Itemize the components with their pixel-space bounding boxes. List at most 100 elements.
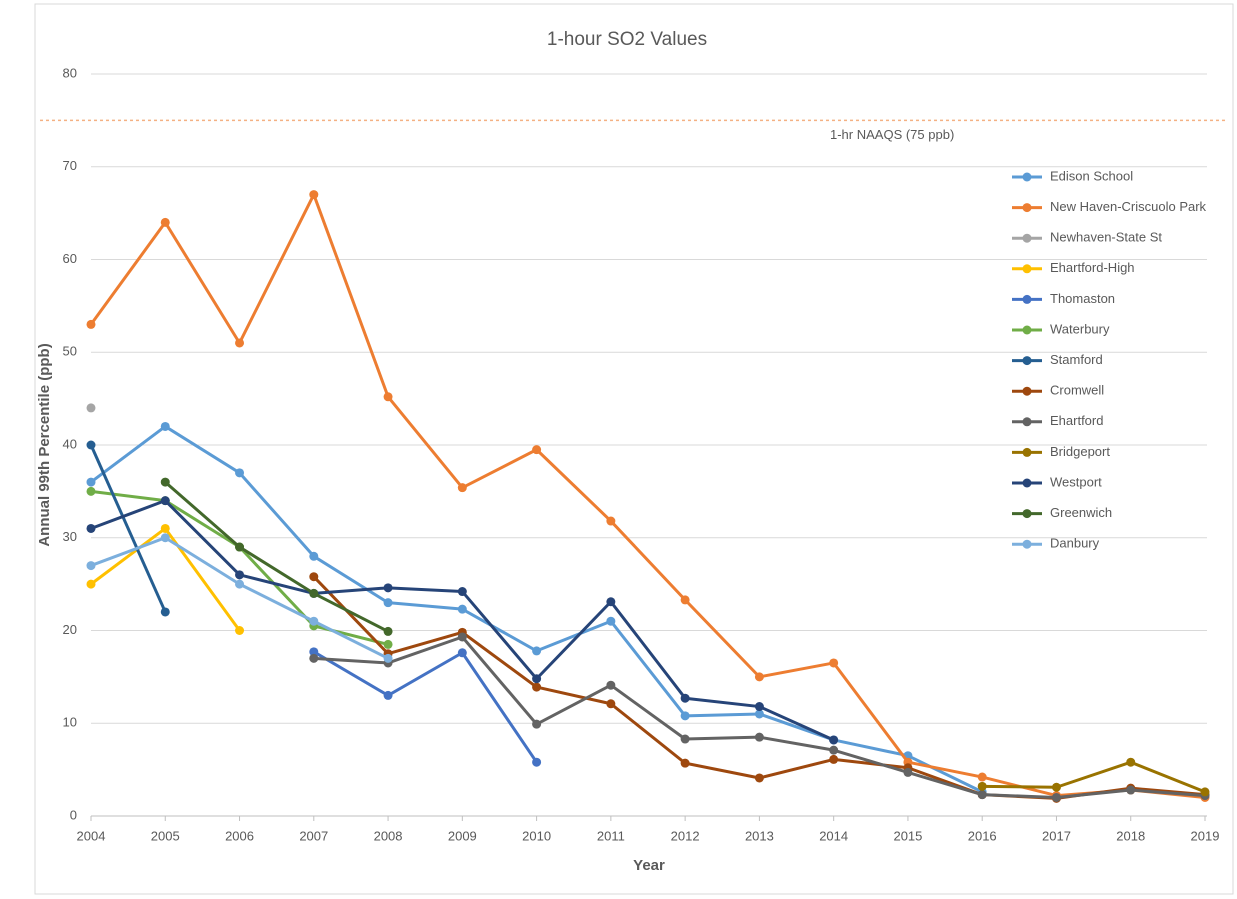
- data-point: [86, 579, 96, 589]
- data-point: [903, 767, 913, 777]
- series-line: [89, 444, 167, 613]
- data-point: [457, 604, 467, 614]
- data-point: [160, 496, 170, 506]
- data-point: [754, 732, 764, 742]
- x-tick-label: 2007: [299, 828, 328, 843]
- data-point: [86, 319, 96, 329]
- data-point: [383, 583, 393, 593]
- chart-border: [34, 3, 1234, 895]
- data-point: [309, 588, 319, 598]
- data-point: [977, 790, 987, 800]
- chart-title: 1-hour SO2 Values: [547, 29, 707, 50]
- y-tick-label: 40: [63, 436, 77, 451]
- data-point: [160, 607, 170, 617]
- data-point: [1051, 782, 1061, 792]
- data-point: [532, 445, 542, 455]
- data-point: [383, 626, 393, 636]
- x-tick-label: 2004: [77, 828, 106, 843]
- data-point: [86, 403, 96, 413]
- data-point: [1126, 785, 1136, 795]
- data-point: [235, 570, 245, 580]
- data-point: [829, 735, 839, 745]
- data-point: [309, 647, 319, 657]
- legend-marker: [1022, 478, 1032, 488]
- data-point: [606, 616, 616, 626]
- legend-label: Newhaven-State St: [1050, 230, 1162, 245]
- data-point: [457, 632, 467, 642]
- y-tick-label: 70: [63, 158, 77, 173]
- legend-marker: [1022, 417, 1032, 427]
- x-tick-label: 2016: [968, 828, 997, 843]
- x-tick-label: 2014: [819, 828, 848, 843]
- data-point: [1051, 792, 1061, 802]
- data-point: [532, 719, 542, 729]
- data-point: [86, 561, 96, 571]
- series-line: [164, 480, 389, 633]
- data-point: [754, 709, 764, 719]
- data-point: [160, 523, 170, 533]
- data-point: [532, 682, 542, 692]
- data-point: [977, 772, 987, 782]
- x-tick-label: 2011: [597, 828, 625, 843]
- data-point: [680, 711, 690, 721]
- data-point: [235, 542, 245, 552]
- data-point: [383, 598, 393, 608]
- y-tick-label: 30: [63, 529, 77, 544]
- data-point: [309, 572, 319, 582]
- x-tick-label: 2018: [1116, 828, 1145, 843]
- x-axis-title: Year: [633, 857, 665, 874]
- x-tick-label: 2006: [225, 828, 254, 843]
- series-line: [982, 760, 1206, 794]
- data-point: [383, 653, 393, 663]
- data-point: [383, 639, 393, 649]
- data-point: [680, 693, 690, 703]
- legend-label: Bridgeport: [1050, 444, 1110, 459]
- data-point: [532, 674, 542, 684]
- y-tick-label: 0: [70, 807, 77, 822]
- data-point: [160, 533, 170, 543]
- data-point: [309, 653, 319, 663]
- legend-marker: [1022, 233, 1032, 243]
- legend-label: Westport: [1050, 474, 1102, 489]
- data-point: [86, 523, 96, 533]
- y-tick-label: 10: [63, 715, 77, 730]
- data-point: [606, 597, 616, 607]
- y-tick-label: 20: [63, 622, 77, 637]
- reference-label: 1-hr NAAQS (75 ppb): [830, 127, 954, 142]
- data-point: [1126, 757, 1136, 767]
- data-point: [457, 483, 467, 493]
- data-point: [606, 516, 616, 526]
- data-point: [86, 440, 96, 450]
- data-point: [235, 626, 245, 635]
- data-point: [606, 699, 616, 709]
- data-point: [160, 477, 170, 487]
- data-point: [309, 616, 319, 626]
- data-point: [829, 658, 839, 668]
- x-tick-label: 2009: [448, 828, 477, 843]
- legend-marker: [1022, 203, 1032, 213]
- data-point: [383, 690, 393, 700]
- legend-label: Stamford: [1050, 352, 1103, 367]
- data-point: [235, 338, 245, 348]
- data-point: [680, 758, 690, 768]
- x-tick-label: 2017: [1042, 828, 1071, 843]
- legend-marker: [1022, 386, 1032, 396]
- data-point: [235, 579, 245, 589]
- y-axis-title: Annual 99th Percentile (ppb): [36, 343, 53, 546]
- legend-marker: [1022, 325, 1032, 335]
- legend-label: Ehartford-High: [1050, 260, 1135, 275]
- legend-label: Cromwell: [1050, 383, 1104, 398]
- y-tick-label: 60: [63, 251, 77, 266]
- data-point: [457, 648, 467, 658]
- data-point: [829, 754, 839, 764]
- data-point: [754, 702, 764, 712]
- data-point: [457, 587, 467, 597]
- legend-marker: [1022, 509, 1032, 519]
- x-tick-label: 2012: [671, 828, 700, 843]
- legend-label: Greenwich: [1050, 505, 1112, 520]
- legend-marker: [1022, 356, 1032, 366]
- data-point: [680, 734, 690, 744]
- legend-marker: [1022, 264, 1032, 274]
- legend-label: Edison School: [1050, 168, 1133, 183]
